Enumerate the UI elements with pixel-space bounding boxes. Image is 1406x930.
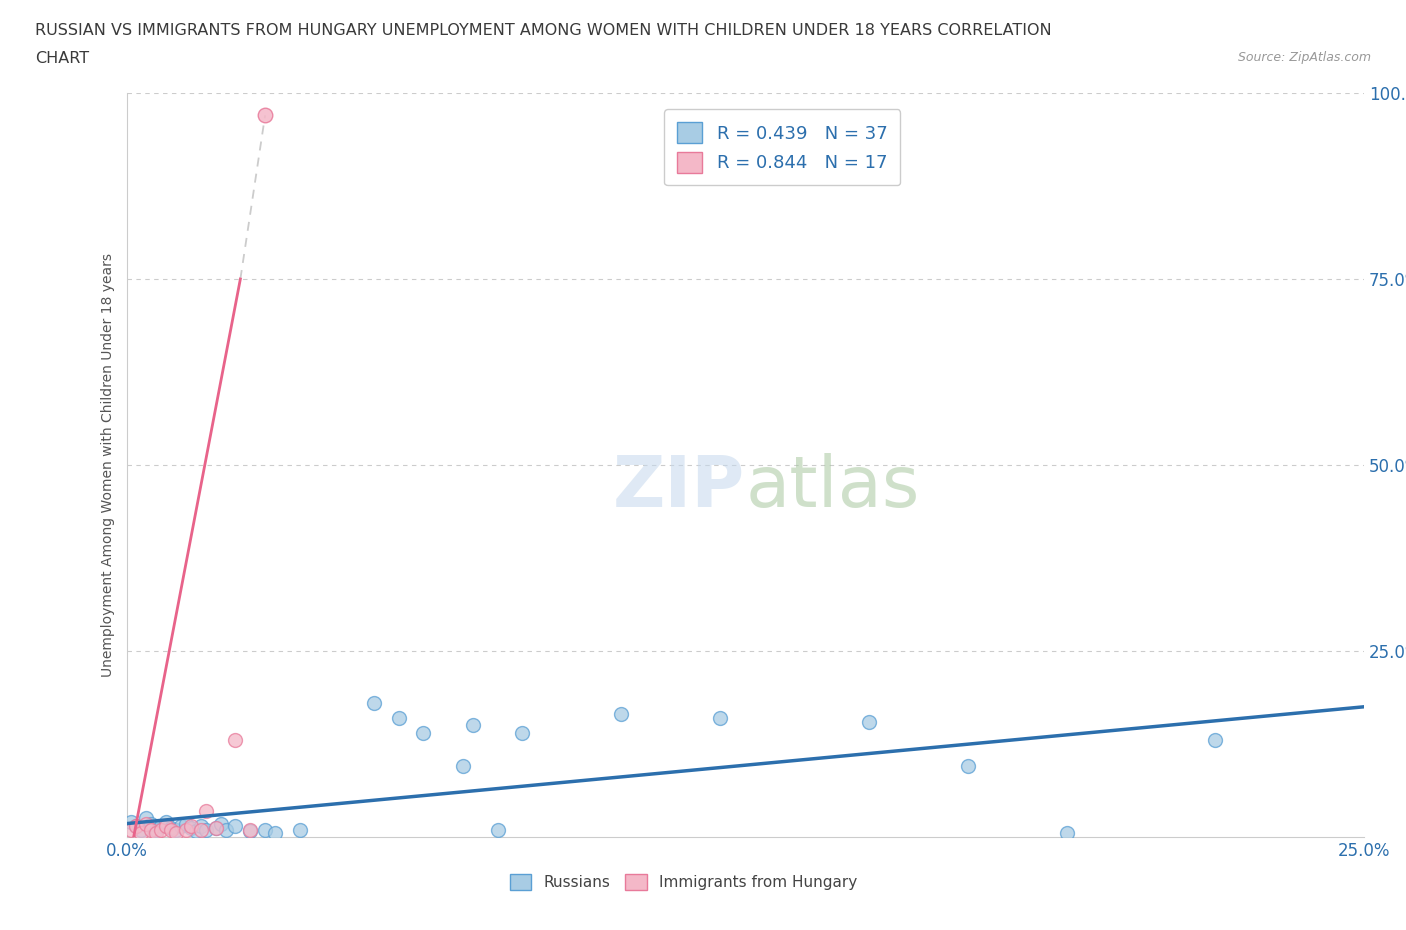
Point xyxy=(224,818,246,833)
Point xyxy=(145,822,167,837)
Point xyxy=(486,822,509,837)
Text: RUSSIAN VS IMMIGRANTS FROM HUNGARY UNEMPLOYMENT AMONG WOMEN WITH CHILDREN UNDER : RUSSIAN VS IMMIGRANTS FROM HUNGARY UNEMP… xyxy=(35,23,1052,38)
Point xyxy=(141,817,163,831)
Point xyxy=(214,822,236,837)
Point xyxy=(1204,733,1226,748)
Text: CHART: CHART xyxy=(35,51,89,66)
Point xyxy=(155,818,177,833)
Point xyxy=(174,822,197,837)
Point xyxy=(150,822,173,837)
Point xyxy=(180,818,202,833)
Point xyxy=(121,815,143,830)
Point xyxy=(174,817,197,831)
Point xyxy=(363,696,385,711)
Y-axis label: Unemployment Among Women with Children Under 18 years: Unemployment Among Women with Children U… xyxy=(101,253,115,677)
Point xyxy=(388,711,411,725)
Text: Source: ZipAtlas.com: Source: ZipAtlas.com xyxy=(1237,51,1371,64)
Point xyxy=(204,820,226,835)
Point xyxy=(956,759,979,774)
Point xyxy=(150,818,173,833)
Point xyxy=(204,820,226,835)
Point xyxy=(170,818,193,833)
Point xyxy=(190,818,212,833)
Point xyxy=(125,818,148,833)
Text: atlas: atlas xyxy=(745,453,920,522)
Point xyxy=(254,108,277,123)
Point xyxy=(135,811,157,826)
Point xyxy=(131,826,153,841)
Point xyxy=(264,826,287,841)
Point xyxy=(184,824,207,839)
Point xyxy=(412,725,434,740)
Point xyxy=(858,714,880,729)
Point xyxy=(135,817,157,831)
Point xyxy=(145,826,167,841)
Point xyxy=(165,826,187,841)
Point xyxy=(160,822,183,837)
Point xyxy=(461,718,484,733)
Point xyxy=(451,759,474,774)
Point xyxy=(610,707,633,722)
Point xyxy=(155,815,177,830)
Point xyxy=(190,822,212,837)
Point xyxy=(209,817,232,831)
Text: ZIP: ZIP xyxy=(613,453,745,522)
Point xyxy=(160,820,183,835)
Point xyxy=(125,818,148,833)
Point xyxy=(224,733,246,748)
Point xyxy=(194,804,217,818)
Point xyxy=(165,822,187,837)
Point xyxy=(1056,826,1078,841)
Point xyxy=(709,711,731,725)
Point xyxy=(512,725,534,740)
Point xyxy=(194,822,217,837)
Point xyxy=(288,822,311,837)
Point xyxy=(254,822,277,837)
Point xyxy=(180,820,202,835)
Point xyxy=(239,822,262,837)
Point xyxy=(141,822,163,837)
Legend: Russians, Immigrants from Hungary: Russians, Immigrants from Hungary xyxy=(503,868,863,897)
Point xyxy=(239,824,262,839)
Point xyxy=(131,822,153,837)
Point xyxy=(121,822,143,837)
